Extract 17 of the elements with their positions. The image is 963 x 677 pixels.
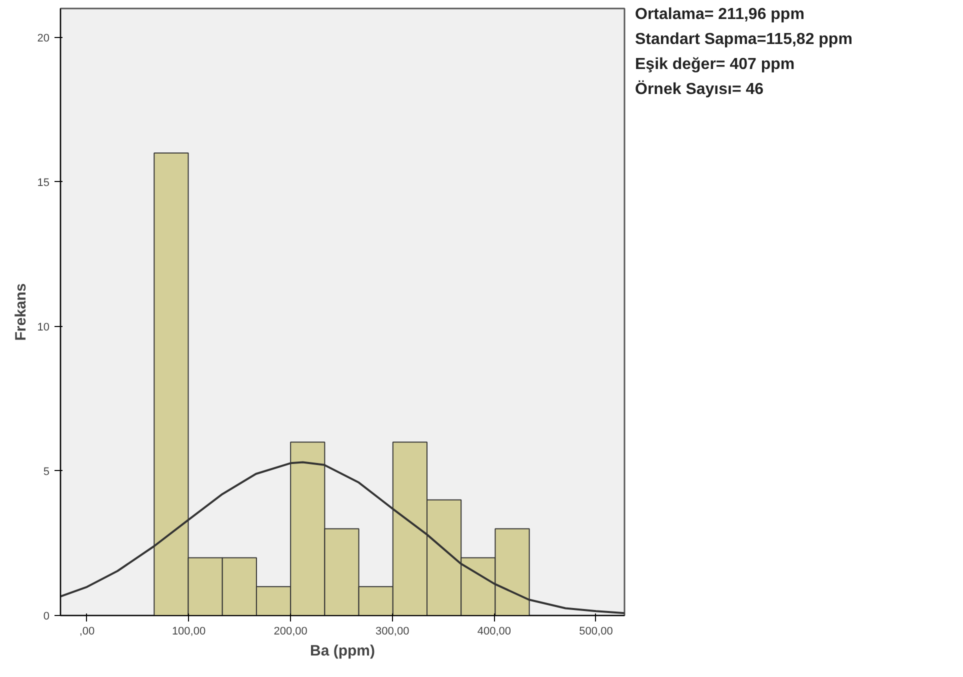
y-tick-label: 5 [43,466,50,478]
y-tick-label: 0 [43,610,50,622]
text: Eşik değer= 407 ppm [635,54,796,75]
x-axis-title: Ba (ppm) [310,642,375,660]
text: Örnek Sayısı= 46 [635,79,765,100]
text: Standart Sapma=115,82 ppm [635,30,852,50]
y-tick-label: 15 [37,176,50,189]
y-axis-title: Frekans [12,283,30,341]
y-tick-label: 10 [37,321,50,334]
x-tick-label: ,00 [79,626,95,638]
x-tick-label: 300,00 [376,626,410,638]
x-tick-label: 400,00 [477,626,512,638]
x-tick-label: 500,00 [579,626,613,638]
text: Ortalama= 211,96 ppm [635,5,806,25]
x-tick-label: 200,00 [274,626,308,638]
y-tick-label: 20 [37,32,50,44]
x-tick-label: 100,00 [172,626,206,638]
